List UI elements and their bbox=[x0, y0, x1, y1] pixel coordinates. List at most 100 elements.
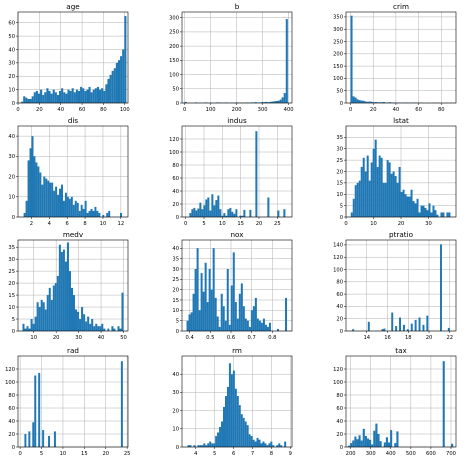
histogram-bar bbox=[71, 88, 74, 103]
histogram-bar bbox=[248, 326, 251, 331]
y-tick-label: 0 bbox=[176, 329, 179, 335]
histogram-bar bbox=[28, 328, 31, 331]
plot-frame bbox=[17, 239, 129, 332]
x-tick-label: 200 bbox=[232, 107, 242, 113]
subplot-title: rad bbox=[67, 346, 79, 355]
histogram-bar bbox=[73, 295, 76, 331]
x-tick-label: 4 bbox=[48, 221, 52, 227]
histogram-bar bbox=[262, 441, 265, 447]
x-tick-label: 0.4 bbox=[186, 335, 195, 341]
histogram-bar bbox=[256, 318, 259, 331]
histogram-bar bbox=[119, 328, 122, 331]
histogram-bar bbox=[278, 443, 281, 447]
y-tick-label: 20 bbox=[8, 432, 15, 438]
histogram-bar bbox=[213, 205, 216, 217]
histogram-bar bbox=[103, 328, 106, 331]
histogram-bar bbox=[201, 445, 204, 447]
histogram-bar bbox=[404, 194, 407, 217]
histogram-bar bbox=[370, 101, 373, 103]
x-tick-label: 0.6 bbox=[227, 335, 235, 341]
histogram-bar bbox=[99, 89, 102, 103]
histogram-bar bbox=[199, 202, 202, 217]
histogram-bar bbox=[234, 302, 237, 331]
histogram-bar bbox=[428, 203, 431, 217]
histogram-bar bbox=[354, 185, 357, 217]
y-tick-label: 200 bbox=[169, 44, 179, 50]
histogram-bar bbox=[426, 210, 429, 217]
histogram-bar bbox=[368, 180, 371, 217]
histogram-bar bbox=[372, 148, 375, 217]
histogram-bar bbox=[372, 102, 375, 103]
subplot-nox: 0.4 0.5 0.6 0.7 0.8 0 5 10 15 20 25 30 35 40 nox bbox=[172, 230, 293, 341]
x-tick-label: 0 bbox=[16, 107, 19, 113]
histogram-bar bbox=[66, 242, 69, 331]
histogram-bar bbox=[277, 210, 280, 217]
histogram-bar bbox=[31, 96, 34, 103]
histogram-bar bbox=[55, 186, 58, 217]
histogram-bar bbox=[246, 320, 249, 331]
histogram-bar bbox=[42, 430, 45, 447]
histogram-bar bbox=[227, 209, 230, 217]
histogram-bar bbox=[99, 326, 102, 331]
subplot-title: dis bbox=[68, 116, 79, 125]
histogram-bar bbox=[210, 289, 213, 331]
histogram-bar bbox=[70, 287, 73, 331]
histogram-bar bbox=[44, 309, 47, 331]
x-tick-label: 0 bbox=[183, 107, 186, 113]
y-tick-label: 0 bbox=[176, 101, 179, 107]
histogram-bar bbox=[252, 306, 255, 331]
histogram-bar bbox=[107, 78, 110, 103]
histogram-bar bbox=[216, 316, 219, 331]
x-tick-label: 15 bbox=[237, 221, 244, 227]
x-tick-label: 20 bbox=[256, 221, 263, 227]
x-tick-label: 400 bbox=[386, 451, 396, 457]
y-tick-label: 15 bbox=[172, 298, 179, 304]
x-tick-label: 50 bbox=[120, 335, 127, 341]
histogram-bar bbox=[88, 210, 91, 217]
x-tick-label: 0.8 bbox=[268, 335, 276, 341]
histogram-bar bbox=[122, 49, 125, 103]
x-tick-label: 0 bbox=[184, 221, 187, 227]
x-tick-label: 0 bbox=[18, 451, 21, 457]
y-tick-label: 0 bbox=[340, 101, 343, 107]
histogram-bar bbox=[120, 56, 123, 103]
histogram-bar bbox=[276, 328, 279, 331]
x-tick-label: 0.5 bbox=[206, 335, 214, 341]
histogram-bar bbox=[27, 98, 30, 103]
y-tick-label: 25 bbox=[8, 269, 15, 275]
histogram-bar bbox=[281, 97, 284, 103]
histogram-bar bbox=[85, 321, 88, 331]
histogram-bar bbox=[53, 431, 56, 447]
x-tick-label: 80 bbox=[438, 107, 445, 113]
histogram-bar bbox=[202, 291, 205, 331]
histogram-bar bbox=[221, 421, 224, 447]
y-tick-label: 40 bbox=[172, 189, 179, 195]
histogram-bar bbox=[356, 182, 359, 217]
histogram-bar bbox=[414, 319, 417, 331]
histogram-bar bbox=[221, 215, 224, 217]
histogram-bar bbox=[62, 200, 65, 217]
histogram-bar bbox=[400, 191, 403, 217]
histogram-bar bbox=[260, 443, 263, 447]
histogram-bar bbox=[187, 445, 190, 447]
y-tick-label: 80 bbox=[336, 393, 343, 399]
histogram-bar bbox=[350, 15, 353, 104]
y-tick-label: 20 bbox=[336, 169, 343, 175]
histogram-bar bbox=[219, 426, 222, 447]
subplot-title: age bbox=[66, 2, 80, 11]
histogram-bar bbox=[390, 173, 393, 217]
histogram-bar bbox=[198, 310, 201, 331]
y-tick-label: 10 bbox=[172, 308, 179, 314]
histogram-bar bbox=[262, 318, 265, 331]
histogram-bar bbox=[356, 439, 359, 447]
histogram-bar bbox=[394, 176, 397, 217]
histogram-bar bbox=[240, 414, 243, 447]
histogram-bar bbox=[203, 443, 206, 447]
plot-frame bbox=[17, 11, 129, 104]
histogram-bar bbox=[194, 268, 197, 331]
histogram-bar bbox=[82, 208, 85, 217]
histogram-bar bbox=[228, 363, 231, 447]
histogram-bar bbox=[243, 209, 246, 217]
histogram-bar bbox=[387, 442, 391, 447]
